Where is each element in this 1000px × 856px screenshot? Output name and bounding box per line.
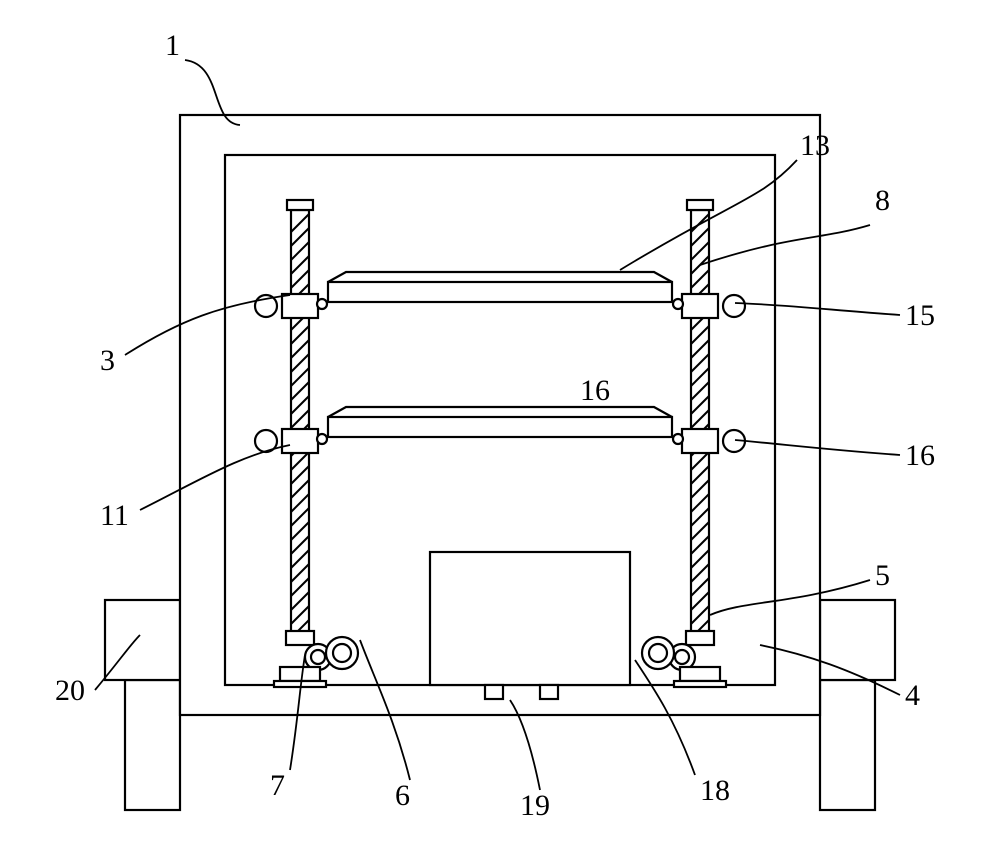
callout-label-4: 4: [905, 679, 920, 712]
callout-label-16: 16: [905, 439, 935, 472]
callout-label-20: 20: [55, 674, 85, 707]
callout-label-15: 15: [905, 299, 935, 332]
technical-diagram: 16 1 13 8 3 15 16 11 5 4 20 7 6 19 18: [0, 0, 1000, 856]
callout-label-16-inner: 16: [580, 374, 610, 407]
callout-label-7: 7: [270, 769, 285, 802]
callout-label-5: 5: [875, 559, 890, 592]
callout-label-6: 6: [395, 779, 410, 812]
drawing-layer: [105, 115, 895, 810]
callout-label-13: 13: [800, 129, 830, 162]
callout-label-19: 19: [520, 789, 550, 822]
callout-label-18: 18: [700, 774, 730, 807]
callout-label-3: 3: [100, 344, 115, 377]
callout-label-8: 8: [875, 184, 890, 217]
callout-label-1: 1: [165, 29, 180, 62]
callout-label-11: 11: [100, 499, 129, 532]
